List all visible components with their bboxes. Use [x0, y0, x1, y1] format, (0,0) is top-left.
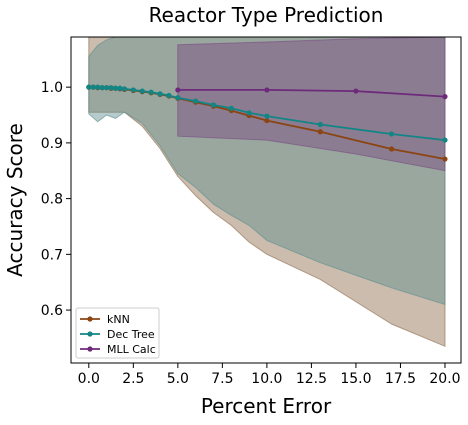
x-axis-label: Percent Error [201, 394, 332, 418]
dec-tree-point [121, 86, 128, 92]
x-tick-label: 7.5 [211, 371, 233, 387]
mll-calc-point [175, 87, 181, 93]
legend-label-mll-calc: MLL Calc [107, 343, 156, 356]
x-tick-label: 0.0 [78, 371, 100, 387]
dec-tree-point [388, 131, 395, 137]
x-tick-label: 10.0 [251, 371, 282, 387]
y-tick-label: 0.9 [41, 136, 63, 152]
dec-tree-point [175, 95, 181, 101]
dec-tree-point [112, 85, 119, 91]
y-axis-label: Accuracy Score [3, 123, 27, 277]
y-tick-label: 1.0 [41, 80, 63, 96]
dec-tree-point [442, 137, 448, 143]
dec-tree-point [86, 84, 92, 90]
dec-tree-point [264, 113, 270, 119]
x-tick-label: 5.0 [167, 371, 189, 387]
dec-tree-point [148, 89, 154, 95]
y-tick-label: 0.6 [41, 303, 63, 319]
plot-area [70, 36, 462, 364]
plot-frame [70, 36, 462, 364]
x-tick-label: 20.0 [429, 371, 460, 387]
dec-tree-point [317, 121, 323, 128]
dec-tree-point [166, 92, 172, 99]
mll-calc-point [353, 88, 359, 94]
legend-marker-knn [87, 316, 93, 322]
x-tick-label: 12.5 [296, 371, 327, 387]
x-tick-label: 15.0 [340, 371, 371, 387]
x-axis: 0.0 2.5 5.0 7.5 10.0 12.5 15.0 17.5 20.0 [78, 363, 461, 387]
dec-tree-point [210, 102, 217, 108]
legend: kNN Dec Tree MLL Calc [75, 307, 160, 359]
dec-tree-point [99, 85, 105, 91]
chart-title: Reactor Type Prediction [149, 3, 384, 27]
knn-point [264, 117, 270, 124]
x-tick-label: 17.5 [385, 371, 416, 387]
legend-marker-mll-calc [87, 346, 93, 352]
legend-marker-dec-tree [87, 331, 93, 337]
dec-tree-point [117, 85, 123, 91]
y-axis: 0.6 0.7 0.8 0.9 1.0 [41, 80, 71, 319]
dec-tree-point [130, 87, 136, 93]
mll-calc-confidence-band [177, 37, 446, 172]
dec-tree-point [95, 84, 101, 90]
dec-tree-point [139, 88, 145, 94]
dec-tree-point [228, 105, 234, 111]
legend-label-knn: kNN [107, 313, 130, 326]
dec-tree-point [104, 85, 110, 91]
dec-tree-point [246, 110, 252, 116]
knn-point [317, 129, 323, 135]
y-tick-label: 0.8 [41, 192, 63, 208]
mll-calc-point [442, 94, 448, 100]
dec-tree-point [90, 84, 96, 90]
mll-calc-line [177, 89, 446, 98]
legend-box [75, 307, 160, 359]
series-markers [86, 84, 448, 162]
knn-point [442, 156, 448, 162]
mll-calc-point [264, 87, 270, 93]
dec-tree-point [193, 98, 199, 104]
x-tick-label: 2.5 [122, 371, 144, 387]
confidence-bands [88, 37, 446, 348]
y-tick-label: 0.7 [41, 247, 63, 263]
dec-tree-point [108, 85, 114, 91]
knn-point [388, 146, 395, 152]
dec-tree-point [157, 91, 163, 97]
legend-label-dec-tree: Dec Tree [107, 328, 155, 341]
